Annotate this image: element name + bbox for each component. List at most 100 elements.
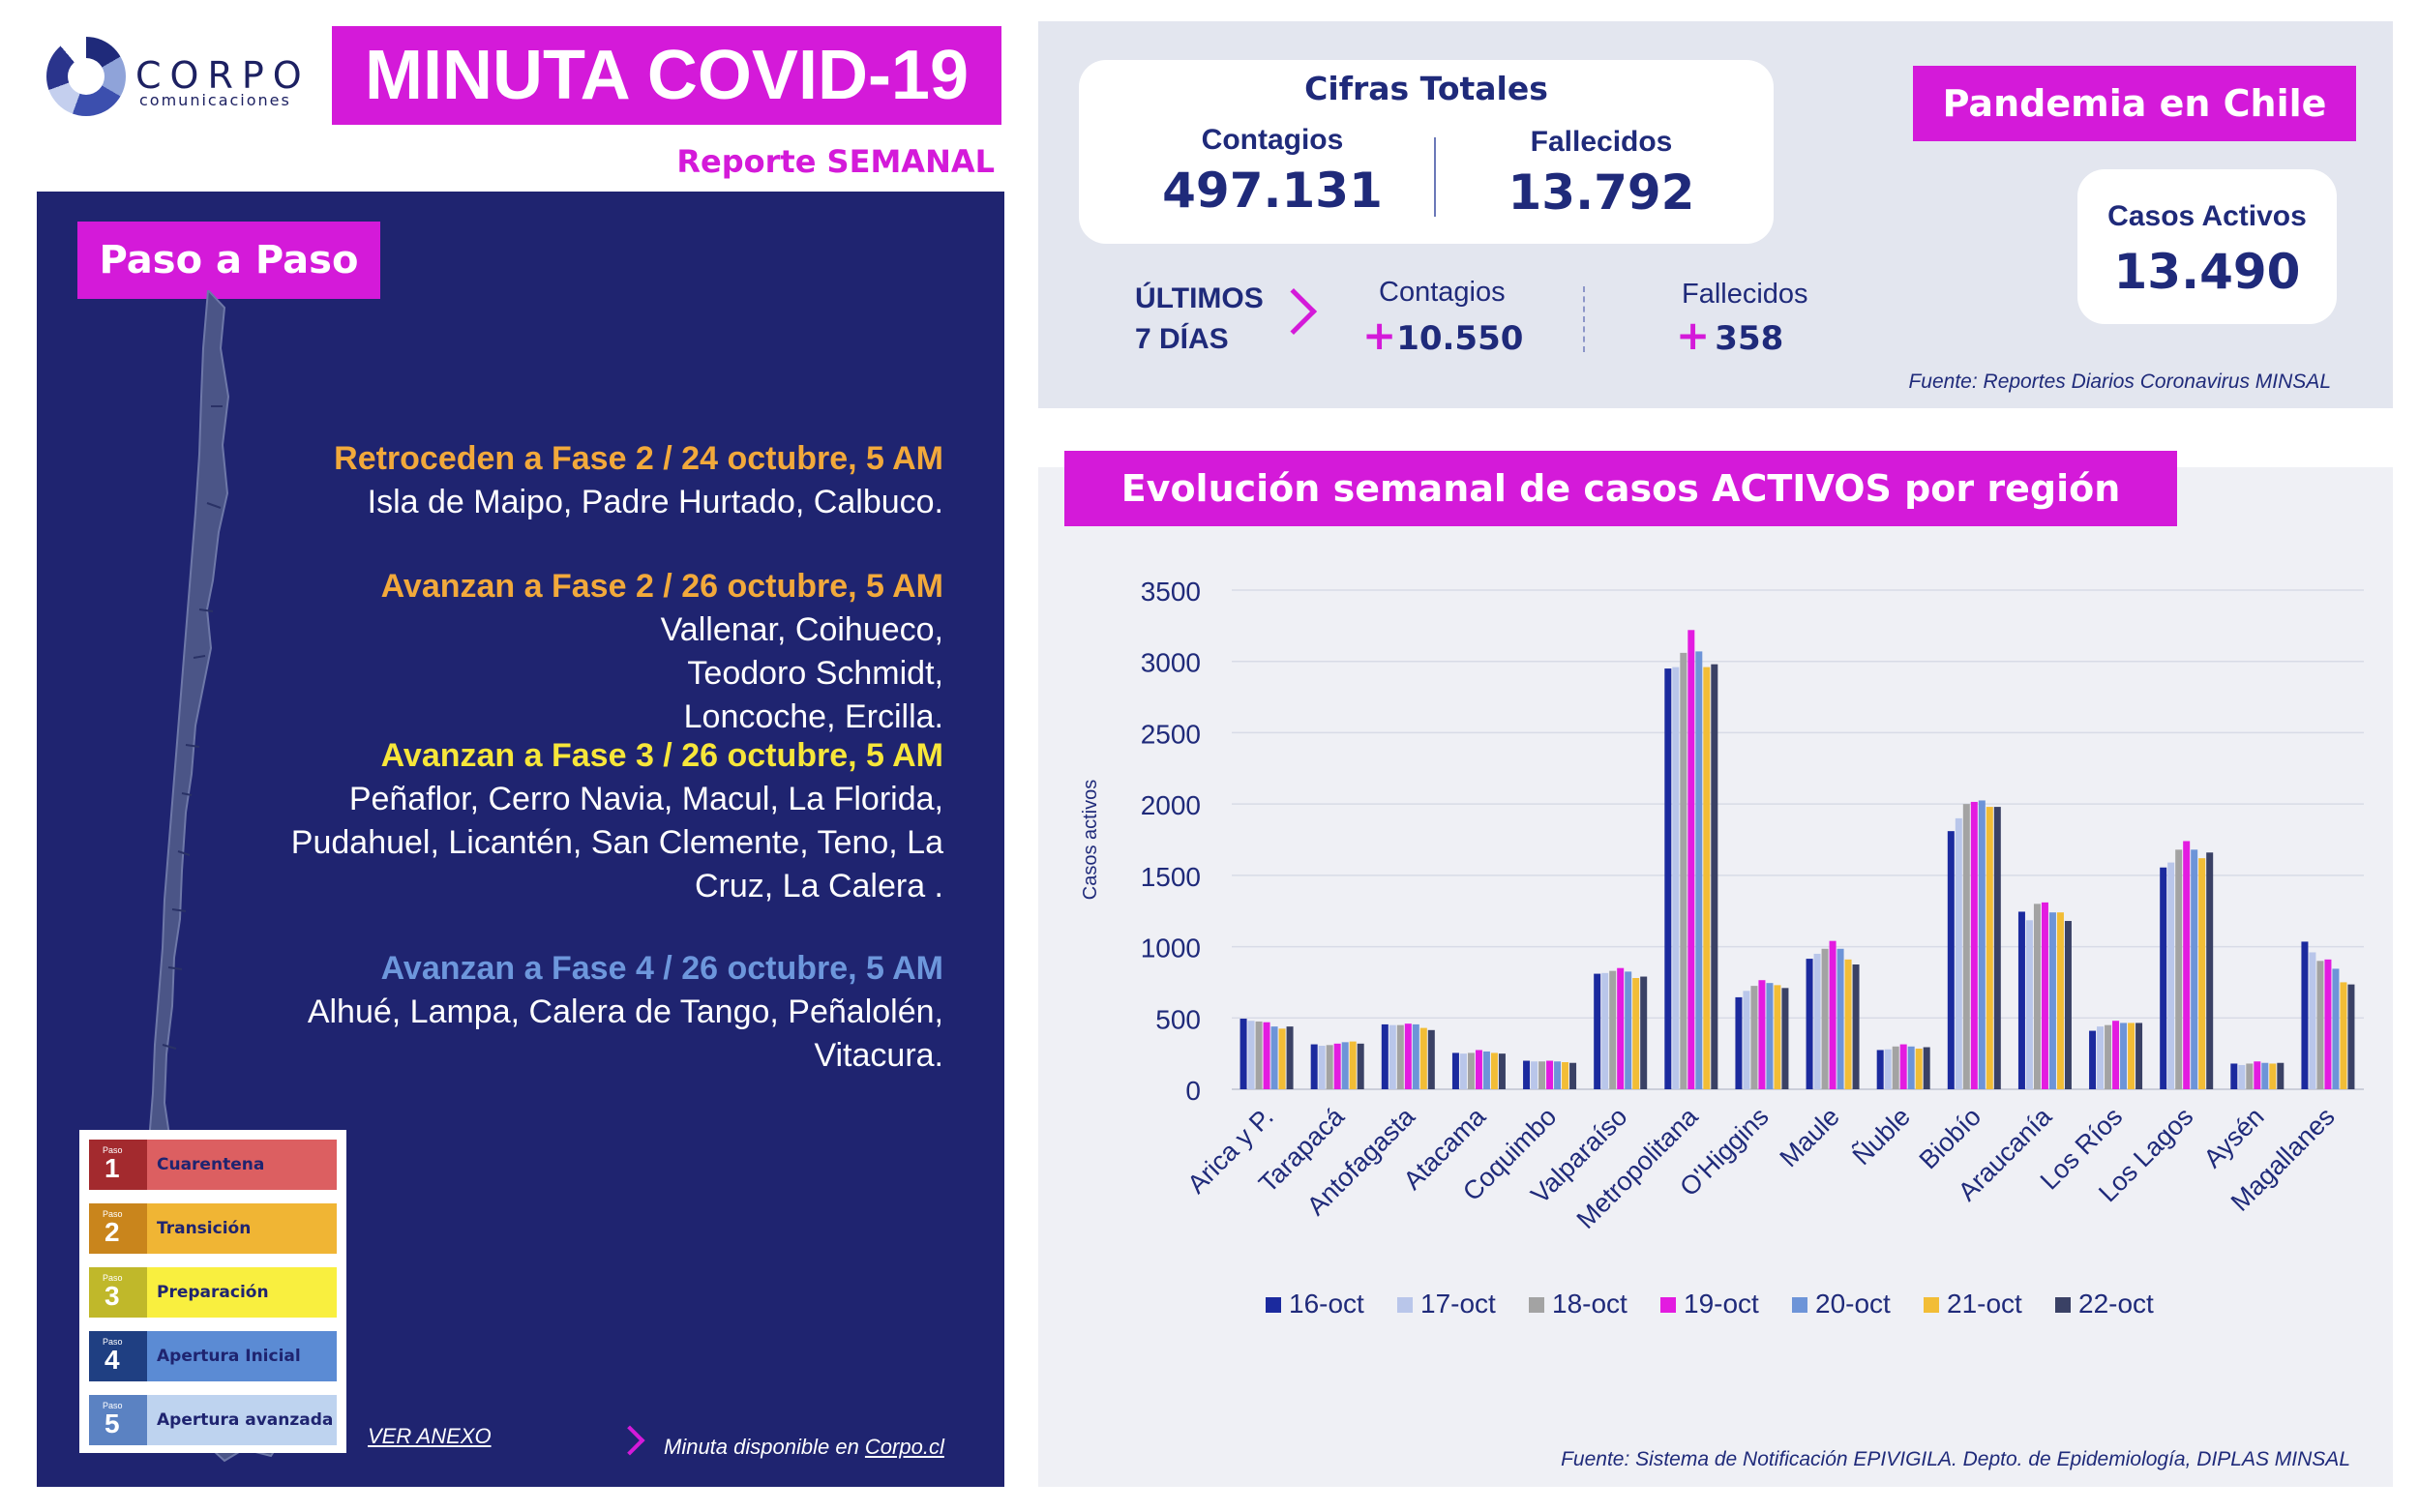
bar-20-oct-12 bbox=[2120, 1023, 2128, 1089]
bar-16-oct-10 bbox=[1947, 831, 1955, 1089]
fase-label: Preparación bbox=[147, 1267, 337, 1318]
paso-a-paso-banner bbox=[77, 222, 380, 299]
bar-19-oct-9 bbox=[1899, 1044, 1907, 1089]
phase-block-2: Avanzan a Fase 2 / 26 octubre, 5 AM Vall… bbox=[247, 565, 943, 739]
bar-17-oct-7 bbox=[1743, 991, 1750, 1089]
y-axis-label: Casos activos bbox=[1080, 780, 1101, 901]
y-tick-label: 1500 bbox=[1141, 862, 1201, 892]
y-tick-label: 3000 bbox=[1141, 648, 1201, 678]
bar-16-oct-5 bbox=[1594, 973, 1601, 1089]
bar-19-oct-3 bbox=[1475, 1050, 1482, 1089]
fase-label: Cuarentena bbox=[147, 1140, 337, 1190]
y-tick-label: 0 bbox=[1185, 1076, 1201, 1106]
minuta-note: Minuta disponible en Corpo.cl bbox=[664, 1435, 944, 1460]
bar-21-oct-7 bbox=[1774, 985, 1781, 1089]
legend-swatch-19-oct bbox=[1660, 1297, 1676, 1313]
total-fallecidos-label: Fallecidos bbox=[1530, 126, 1673, 158]
casos-activos-label: Casos Activos bbox=[2107, 200, 2307, 232]
phase-heading: Avanzan a Fase 3 / 26 octubre, 5 AM bbox=[380, 737, 943, 774]
phase-heading: Avanzan a Fase 4 / 26 octubre, 5 AM bbox=[380, 950, 943, 987]
phase-communes: Alhué, Lampa, Calera de Tango, Peñalolén… bbox=[307, 993, 943, 1074]
bar-20-oct-4 bbox=[1554, 1061, 1562, 1089]
phase-communes: Peñaflor, Cerro Navia, Macul, La Florida… bbox=[290, 781, 943, 904]
bar-20-oct-5 bbox=[1625, 971, 1632, 1089]
bar-18-oct-13 bbox=[2175, 849, 2183, 1089]
bar-17-oct-0 bbox=[1247, 1021, 1255, 1089]
bar-21-oct-5 bbox=[1632, 978, 1640, 1089]
cifras-totales-card bbox=[1079, 60, 1774, 244]
fase-number: 3 bbox=[105, 1281, 120, 1311]
bar-21-oct-8 bbox=[1844, 959, 1852, 1089]
bar-22-oct-1 bbox=[1357, 1043, 1364, 1089]
legend-label-16-oct: 16-oct bbox=[1289, 1289, 1364, 1319]
bar-17-oct-10 bbox=[1955, 817, 1962, 1089]
bar-22-oct-2 bbox=[1427, 1029, 1435, 1089]
legend-label-19-oct: 19-oct bbox=[1684, 1289, 1759, 1319]
bar-19-oct-12 bbox=[2112, 1021, 2120, 1089]
bar-21-oct-9 bbox=[1915, 1048, 1923, 1089]
fase-number: 5 bbox=[105, 1408, 120, 1438]
fase-number: 4 bbox=[105, 1345, 120, 1375]
bar-21-oct-3 bbox=[1490, 1052, 1498, 1089]
bar-21-oct-2 bbox=[1419, 1027, 1427, 1089]
bar-18-oct-10 bbox=[1962, 804, 1970, 1089]
bar-17-oct-1 bbox=[1318, 1046, 1326, 1089]
bar-18-oct-4 bbox=[1538, 1061, 1546, 1089]
legend-swatch-20-oct bbox=[1792, 1297, 1807, 1313]
bar-18-oct-3 bbox=[1467, 1052, 1475, 1089]
total-fallecidos-value: 13.792 bbox=[1508, 164, 1695, 221]
bar-20-oct-8 bbox=[1837, 948, 1844, 1089]
bar-19-oct-13 bbox=[2183, 841, 2191, 1089]
bar-17-oct-15 bbox=[2309, 952, 2316, 1089]
bar-20-oct-15 bbox=[2332, 968, 2340, 1089]
casos-activos-card bbox=[2077, 169, 2337, 324]
bar-22-oct-0 bbox=[1286, 1026, 1294, 1089]
bar-16-oct-4 bbox=[1523, 1060, 1531, 1089]
bar-21-oct-10 bbox=[1986, 807, 1993, 1089]
logo-name: CORPO bbox=[135, 54, 311, 97]
phase-block-4: Avanzan a Fase 4 / 26 octubre, 5 AM Alhu… bbox=[247, 947, 943, 1078]
bar-18-oct-1 bbox=[1326, 1045, 1333, 1089]
bar-16-oct-13 bbox=[2160, 867, 2167, 1089]
legend-label-22-oct: 22-oct bbox=[2078, 1289, 2154, 1319]
bar-20-oct-2 bbox=[1412, 1023, 1419, 1089]
ultimos-7-dias: ÚLTIMOS 7 DÍAS bbox=[1135, 279, 1264, 360]
bar-19-oct-7 bbox=[1758, 980, 1766, 1089]
bar-17-oct-4 bbox=[1531, 1061, 1538, 1089]
bar-20-oct-7 bbox=[1766, 983, 1774, 1089]
legend-label-21-oct: 21-oct bbox=[1947, 1289, 2022, 1319]
bar-22-oct-12 bbox=[2135, 1023, 2143, 1089]
week-contagios-label: Contagios bbox=[1379, 277, 1506, 308]
bar-22-oct-15 bbox=[2347, 984, 2355, 1089]
phase-communes: Vallenar, Coihueco, Teodoro Schmidt, Lon… bbox=[660, 611, 943, 735]
bar-17-oct-11 bbox=[2025, 920, 2033, 1089]
legend-fase-2: Paso 2 Transición bbox=[89, 1203, 337, 1254]
bar-18-oct-0 bbox=[1255, 1021, 1263, 1089]
corpo-logo-icon bbox=[46, 37, 126, 116]
x-tick-label: Ñuble bbox=[1846, 1101, 1916, 1171]
week-fallecidos: + 358 bbox=[1676, 311, 1783, 359]
paso-a-paso-title: Paso a Paso bbox=[99, 238, 359, 282]
legend-label-17-oct: 17-oct bbox=[1420, 1289, 1496, 1319]
phase-heading: Avanzan a Fase 2 / 26 octubre, 5 AM bbox=[380, 568, 943, 605]
corpo-link[interactable]: Corpo.cl bbox=[864, 1435, 944, 1459]
phase-block-3: Avanzan a Fase 3 / 26 octubre, 5 AM Peña… bbox=[247, 734, 943, 908]
report-subtitle: Reporte SEMANAL bbox=[676, 143, 995, 180]
bar-22-oct-9 bbox=[1923, 1047, 1930, 1089]
bar-19-oct-11 bbox=[2041, 902, 2048, 1089]
y-tick-label: 2000 bbox=[1141, 790, 1201, 820]
ver-anexo-link[interactable]: VER ANEXO bbox=[368, 1424, 492, 1448]
bar-19-oct-5 bbox=[1617, 967, 1625, 1089]
bar-16-oct-8 bbox=[1806, 959, 1813, 1089]
bar-20-oct-14 bbox=[2261, 1062, 2269, 1089]
bar-16-oct-15 bbox=[2301, 941, 2309, 1089]
bar-20-oct-9 bbox=[1907, 1046, 1915, 1089]
ultimos-line1: ÚLTIMOS bbox=[1135, 282, 1264, 314]
bar-20-oct-11 bbox=[2048, 912, 2056, 1089]
bar-16-oct-6 bbox=[1664, 668, 1672, 1089]
bar-17-oct-14 bbox=[2238, 1064, 2246, 1089]
bar-17-oct-8 bbox=[1813, 953, 1821, 1089]
bar-16-oct-14 bbox=[2230, 1063, 2238, 1089]
bar-16-oct-11 bbox=[2017, 911, 2025, 1089]
bar-18-oct-7 bbox=[1750, 986, 1758, 1089]
